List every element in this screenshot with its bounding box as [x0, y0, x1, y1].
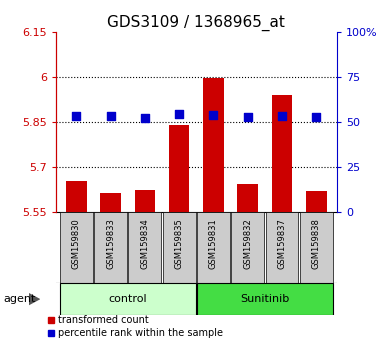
Bar — [272, 95, 292, 212]
Point — [107, 113, 114, 119]
Point — [211, 112, 217, 118]
Title: GDS3109 / 1368965_at: GDS3109 / 1368965_at — [107, 14, 285, 30]
Bar — [203, 79, 224, 212]
Text: control: control — [109, 294, 147, 304]
Bar — [94, 212, 127, 283]
Bar — [300, 212, 333, 283]
Legend: transformed count, percentile rank within the sample: transformed count, percentile rank withi… — [44, 312, 227, 342]
Bar — [238, 184, 258, 212]
Bar — [306, 191, 326, 212]
Bar — [66, 181, 87, 212]
Bar — [197, 212, 230, 283]
Bar — [100, 193, 121, 212]
Bar — [266, 212, 298, 283]
Bar — [135, 190, 155, 212]
Bar — [60, 212, 93, 283]
Text: agent: agent — [4, 294, 36, 304]
Text: GSM159832: GSM159832 — [243, 218, 252, 269]
Polygon shape — [29, 293, 40, 305]
Text: GSM159835: GSM159835 — [175, 218, 184, 269]
Bar — [169, 125, 189, 212]
Point — [73, 113, 79, 119]
Text: GSM159830: GSM159830 — [72, 218, 81, 269]
Bar — [129, 212, 161, 283]
Text: GSM159831: GSM159831 — [209, 218, 218, 269]
Text: GSM159838: GSM159838 — [312, 218, 321, 269]
Point — [245, 114, 251, 120]
Point — [176, 111, 182, 116]
Bar — [163, 212, 196, 283]
Point — [313, 114, 320, 120]
Text: Sunitinib: Sunitinib — [240, 294, 290, 304]
Bar — [231, 212, 264, 283]
Text: GSM159837: GSM159837 — [278, 218, 286, 269]
Point — [142, 115, 148, 120]
Text: GSM159834: GSM159834 — [141, 218, 149, 269]
Text: GSM159833: GSM159833 — [106, 218, 115, 269]
Bar — [60, 283, 196, 315]
Point — [279, 113, 285, 119]
Bar — [197, 283, 333, 315]
